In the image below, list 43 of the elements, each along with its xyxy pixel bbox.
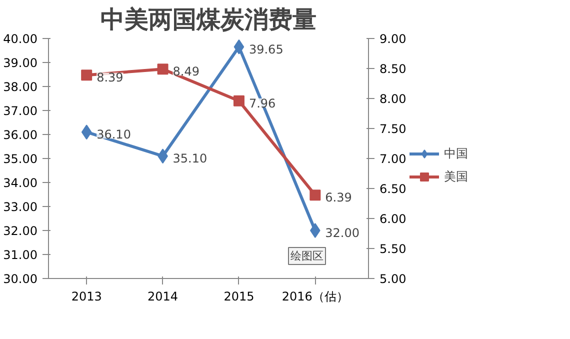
y2-tick-label: 8.00 xyxy=(380,92,406,106)
y-tick-label: 38.00 xyxy=(3,80,38,94)
y-tick-label: 33.00 xyxy=(3,200,38,214)
y-tick-label: 36.00 xyxy=(3,128,38,142)
point xyxy=(310,190,321,201)
data-label: 35.10 xyxy=(172,152,208,166)
data-label: 8.49 xyxy=(172,64,200,79)
y2-tick-label: 5.00 xyxy=(380,272,406,286)
x-tick-label: 2014 xyxy=(148,290,178,304)
legend-label: 美国 xyxy=(444,168,468,185)
y2-tick-label: 5.50 xyxy=(380,242,406,256)
point xyxy=(81,124,92,140)
data-label: 39.65 xyxy=(248,42,284,56)
data-label: 8.39 xyxy=(96,70,124,85)
y2-tick-label: 9.00 xyxy=(380,32,406,46)
x-tick-label: 2015 xyxy=(224,290,254,304)
y-tick-label: 35.00 xyxy=(3,152,38,166)
y2-tick-label: 8.50 xyxy=(380,62,406,76)
point xyxy=(233,95,244,106)
data-label: 36.10 xyxy=(96,128,131,142)
point xyxy=(81,70,92,81)
data-label: 6.39 xyxy=(325,190,352,205)
data-label: 32.00 xyxy=(325,226,360,240)
x-tick-label: 2016（估） xyxy=(282,290,348,304)
y-tick-label: 30.00 xyxy=(3,272,38,286)
data-label: 7.96 xyxy=(248,96,276,110)
legend-label: 中国 xyxy=(444,145,468,162)
point xyxy=(157,64,168,75)
y-tick-label: 31.00 xyxy=(3,248,38,262)
x-tick-label: 2013 xyxy=(71,290,102,304)
y-tick-label: 37.00 xyxy=(3,104,38,118)
y-tick-label: 34.00 xyxy=(3,176,38,190)
y2-tick-label: 6.00 xyxy=(380,212,406,226)
y-tick-label: 39.00 xyxy=(3,56,38,70)
chart-title: 中美两国煤炭消费量 xyxy=(100,6,316,34)
point xyxy=(310,223,320,238)
annotation: 绘图区 xyxy=(290,250,324,262)
y-tick-label: 40.00 xyxy=(3,32,38,46)
point xyxy=(234,39,244,54)
y2-tick-label: 7.50 xyxy=(380,122,406,136)
y2-tick-label: 7.00 xyxy=(380,152,406,166)
y-tick-label: 32.00 xyxy=(3,224,38,238)
y2-tick-label: 6.50 xyxy=(380,182,406,196)
